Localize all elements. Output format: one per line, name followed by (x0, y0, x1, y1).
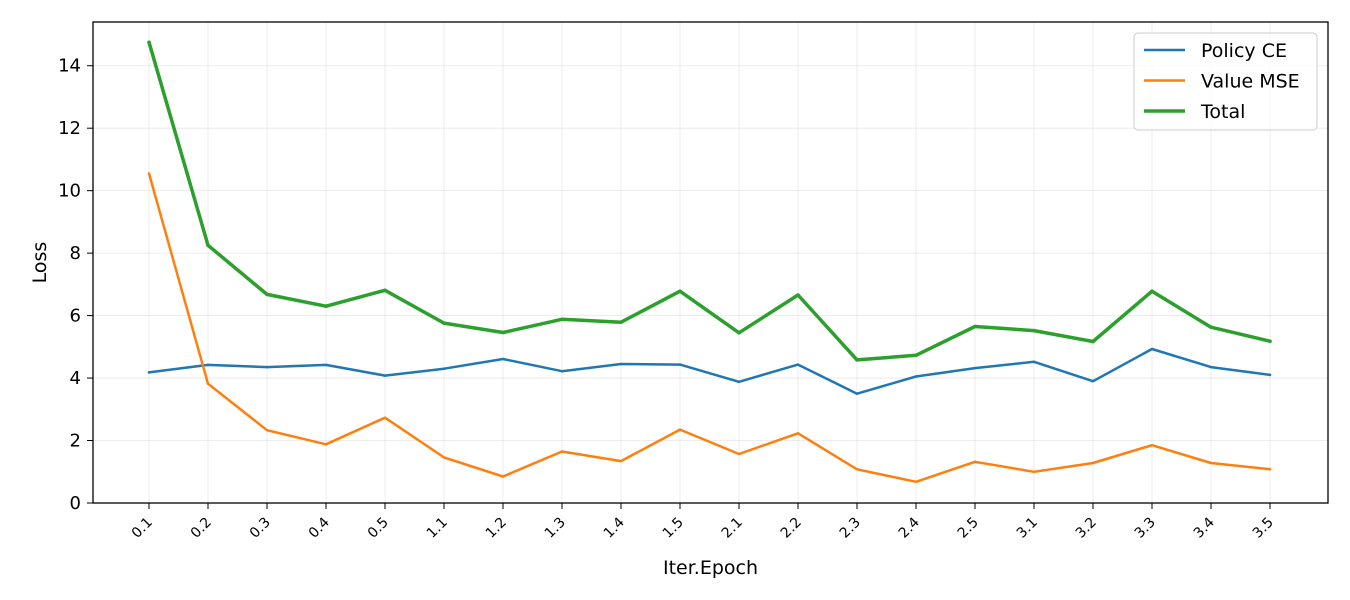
legend-label: Value MSE (1201, 71, 1300, 93)
data-point (973, 324, 977, 329)
y-axis-title: Loss (29, 242, 51, 284)
data-point (1032, 470, 1036, 474)
data-point (324, 304, 328, 308)
data-point (560, 317, 564, 322)
series-group (147, 347, 1272, 395)
data-point (1150, 347, 1154, 351)
data-point (796, 432, 800, 435)
y-tick-label: 8 (70, 243, 81, 264)
data-point (147, 172, 151, 175)
data-point (1268, 373, 1272, 377)
y-tick-label: 10 (58, 181, 81, 202)
series-line (147, 347, 1272, 395)
data-point (206, 382, 210, 385)
data-point (265, 292, 269, 297)
data-point (206, 363, 210, 367)
series-line (147, 40, 1272, 362)
y-tick-label: 2 (70, 431, 81, 452)
series-group (147, 40, 1272, 362)
data-point (206, 243, 210, 248)
data-point (147, 40, 151, 45)
data-point (1032, 328, 1036, 333)
data-point (442, 456, 446, 459)
data-point (1091, 339, 1095, 344)
data-point (914, 480, 918, 484)
data-point (855, 358, 859, 362)
data-point (383, 374, 387, 377)
data-point (619, 459, 623, 463)
data-point (147, 371, 151, 374)
data-point (678, 428, 682, 431)
data-point (914, 375, 918, 378)
data-point (737, 331, 741, 335)
plot-frame (92, 21, 1329, 504)
data-point (1209, 365, 1213, 369)
data-point (1091, 379, 1095, 383)
data-point (678, 289, 682, 293)
data-point (501, 357, 505, 361)
y-tick-label: 4 (70, 368, 81, 389)
y-tick-label: 12 (58, 118, 81, 139)
series-line (147, 172, 1272, 484)
data-point (737, 452, 741, 456)
data-point (914, 353, 918, 358)
series-group (147, 172, 1272, 484)
y-tick-label: 6 (70, 306, 81, 327)
legend-label: Policy CE (1201, 40, 1287, 62)
data-point (265, 365, 269, 369)
data-point (442, 321, 446, 325)
grid (93, 22, 1328, 504)
data-point (973, 366, 977, 370)
data-point (1150, 289, 1154, 293)
data-point (1091, 461, 1095, 465)
data-point (973, 460, 977, 464)
data-point (560, 369, 564, 373)
data-point (619, 320, 623, 324)
data-point (855, 392, 859, 395)
data-point (560, 450, 564, 453)
y-tick-label: 0 (70, 493, 81, 514)
data-point (324, 363, 328, 367)
data-point (1209, 461, 1213, 465)
legend-box (1133, 32, 1318, 131)
data-point (265, 428, 269, 432)
data-point (383, 288, 387, 293)
legend: Policy CE Value MSE Total (1133, 32, 1318, 131)
data-point (1268, 339, 1272, 343)
data-point (737, 380, 741, 384)
data-point (796, 293, 800, 297)
data-point (855, 468, 859, 471)
data-point (678, 363, 682, 366)
data-point (324, 443, 328, 446)
data-point (796, 363, 800, 366)
legend-label: Total (1200, 101, 1245, 123)
data-point (1209, 325, 1213, 329)
y-tick-label: 14 (58, 56, 81, 77)
data-point (501, 330, 505, 335)
data-point (1032, 360, 1036, 364)
data-point (501, 475, 505, 478)
data-point (1150, 443, 1154, 447)
data-point (383, 416, 387, 419)
series-lines (147, 40, 1272, 484)
data-point (1268, 468, 1272, 471)
data-point (619, 362, 623, 366)
data-point (442, 367, 446, 370)
x-axis-title: Iter.Epoch (663, 557, 758, 579)
